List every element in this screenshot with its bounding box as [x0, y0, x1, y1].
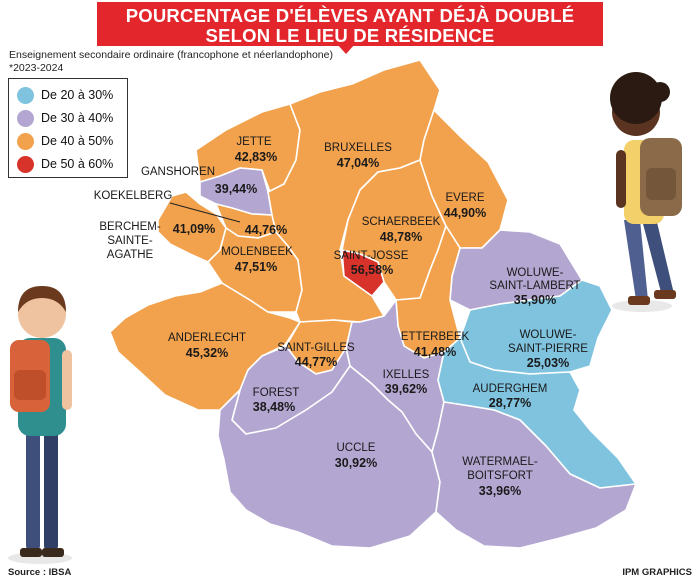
- source-credit: Source : IBSA: [8, 567, 72, 578]
- label-auderghem-value: 28,77%: [489, 396, 531, 410]
- label-koekelberg-name: KOEKELBERG: [94, 190, 173, 202]
- label-saint-gilles-name: SAINT-GILLES: [277, 342, 355, 354]
- label-berchem-value: 41,09%: [173, 222, 215, 236]
- label-woluwe-sp-name-1: WOLUWE-: [520, 329, 577, 341]
- legend-item-50-60: De 50 à 60%: [17, 154, 127, 176]
- legend: De 20 à 30% De 30 à 40% De 40 à 50% De 5…: [8, 78, 128, 178]
- subtitle: Enseignement secondaire ordinaire (franc…: [9, 49, 333, 61]
- label-forest-value: 38,48%: [253, 400, 295, 414]
- title-line-2: SELON LE LIEU DE RÉSIDENCE: [205, 25, 495, 46]
- label-ixelles-value: 39,62%: [385, 382, 427, 396]
- label-bruxelles-name: BRUXELLES: [324, 142, 392, 154]
- label-etterbeek-name: ETTERBEEK: [401, 331, 470, 343]
- koekelberg-leader-line: [169, 202, 241, 223]
- legend-item-20-30: De 20 à 30%: [17, 85, 127, 107]
- student-right-illustration: [610, 72, 682, 312]
- student-left-illustration: [8, 286, 72, 564]
- legend-swatch-50-60: [17, 156, 34, 173]
- graphics-credit: IPM GRAPHICS: [622, 567, 692, 578]
- label-molenbeek-value: 47,51%: [235, 260, 277, 274]
- label-saint-josse-value: 56,58%: [351, 263, 393, 277]
- region-evere: [419, 109, 509, 249]
- legend-label-20-30: De 20 à 30%: [41, 88, 114, 102]
- title-line-1: POURCENTAGE D'ÉLÈVES AYANT DÉJÀ DOUBLÉ: [125, 5, 575, 26]
- label-etterbeek-value: 41,48%: [414, 345, 456, 359]
- legend-label-30-40: De 30 à 40%: [41, 111, 114, 125]
- label-bruxelles-value: 47,04%: [337, 156, 379, 170]
- label-schaerbeek-name: SCHAERBEEK: [362, 216, 441, 228]
- label-forest-name: FOREST: [253, 387, 300, 399]
- legend-label-40-50: De 40 à 50%: [41, 134, 114, 148]
- label-watermael-value: 33,96%: [479, 484, 521, 498]
- label-woluwe-sp-name-2: SAINT-PIERRE: [508, 343, 588, 355]
- label-anderlecht-name: ANDERLECHT: [168, 332, 246, 344]
- label-uccle-name: UCCLE: [337, 442, 376, 454]
- label-jette-value: 42,83%: [235, 150, 277, 164]
- legend-item-30-40: De 30 à 40%: [17, 108, 127, 130]
- legend-item-40-50: De 40 à 50%: [17, 131, 127, 153]
- label-berchem-name-3: AGATHE: [107, 249, 154, 261]
- label-anderlecht-value: 45,32%: [186, 346, 228, 360]
- label-auderghem-name: AUDERGHEM: [473, 383, 548, 395]
- label-woluwe-sp-value: 25,03%: [527, 356, 569, 370]
- label-molenbeek-name: MOLENBEEK: [221, 246, 293, 258]
- school-year: *2023-2024: [9, 62, 64, 74]
- legend-swatch-40-50: [17, 133, 34, 150]
- label-schaerbeek-value: 48,78%: [380, 230, 422, 244]
- label-woluwe-sl-value: 35,90%: [514, 293, 556, 307]
- label-saint-gilles-value: 44,77%: [295, 355, 337, 369]
- label-ganshoren-name: GANSHOREN: [141, 166, 215, 178]
- label-ganshoren-value: 39,44%: [215, 182, 257, 196]
- legend-swatch-20-30: [17, 87, 34, 104]
- label-uccle-value: 30,92%: [335, 456, 377, 470]
- label-berchem-name-1: BERCHEM-: [99, 221, 161, 233]
- label-evere-value: 44,90%: [444, 206, 486, 220]
- title-banner: POURCENTAGE D'ÉLÈVES AYANT DÉJÀ DOUBLÉ S…: [97, 2, 603, 46]
- label-woluwe-sl-name-1: WOLUWE-: [507, 267, 564, 279]
- label-watermael-name-1: WATERMAEL-: [462, 456, 538, 468]
- label-watermael-name-2: BOITSFORT: [467, 470, 533, 482]
- label-woluwe-sl-name-2: SAINT-LAMBERT: [489, 280, 580, 292]
- banner-pointer: [337, 44, 355, 54]
- label-ixelles-name: IXELLES: [383, 369, 430, 381]
- region-saint-josse: [341, 249, 385, 297]
- label-saint-josse-name: SAINT-JOSSE: [334, 250, 409, 262]
- label-koekelberg-value: 44,76%: [245, 223, 287, 237]
- label-berchem-name-2: SAINTE-: [107, 235, 153, 247]
- label-jette-name: JETTE: [236, 136, 271, 148]
- label-evere-name: EVERE: [446, 192, 485, 204]
- legend-swatch-30-40: [17, 110, 34, 127]
- legend-label-50-60: De 50 à 60%: [41, 157, 114, 171]
- region-watermael-boitsfort: [431, 401, 637, 549]
